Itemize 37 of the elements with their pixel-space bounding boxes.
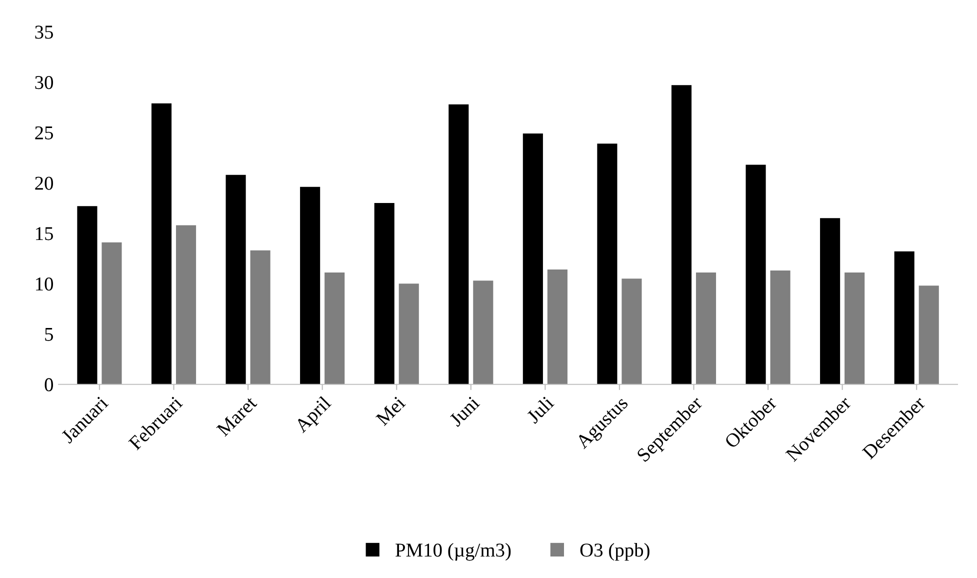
- bar: [448, 104, 469, 384]
- bar: [77, 206, 98, 384]
- bar: [176, 225, 196, 384]
- bar: [894, 251, 914, 384]
- y-tick-label: 25: [35, 126, 53, 140]
- bar: [547, 270, 568, 384]
- bar: [473, 280, 494, 384]
- bar: [597, 144, 618, 384]
- legend-label: O3 (ppb): [580, 543, 650, 561]
- y-tick-label: 30: [35, 76, 54, 90]
- bar: [398, 284, 419, 384]
- bar: [622, 278, 642, 384]
- x-tick-label: Mei: [375, 395, 406, 426]
- bar: [844, 272, 865, 384]
- bar: [696, 272, 716, 384]
- bar: [746, 164, 766, 384]
- y-tick-label: 0: [44, 378, 54, 392]
- y-tick-label: 20: [35, 176, 54, 190]
- x-tick-label: Juli: [526, 395, 555, 424]
- bar: [671, 85, 692, 384]
- bar: [300, 186, 320, 384]
- bar: [918, 286, 939, 384]
- legend-label: PM10 (µg/m3): [396, 543, 511, 561]
- bar: [820, 218, 840, 384]
- bar: [374, 203, 394, 384]
- bar: [226, 174, 246, 384]
- y-tick-label: 10: [36, 277, 54, 291]
- bar: [324, 272, 345, 384]
- bar: [102, 242, 122, 384]
- bar: [770, 270, 790, 384]
- y-tick-label: 5: [45, 328, 53, 341]
- bar: [151, 103, 172, 384]
- bar: [250, 250, 270, 384]
- y-tick-label: 35: [35, 26, 53, 39]
- y-tick-label: 15: [36, 227, 53, 240]
- bar: [522, 134, 543, 384]
- x-tick-label: Juni: [448, 395, 480, 428]
